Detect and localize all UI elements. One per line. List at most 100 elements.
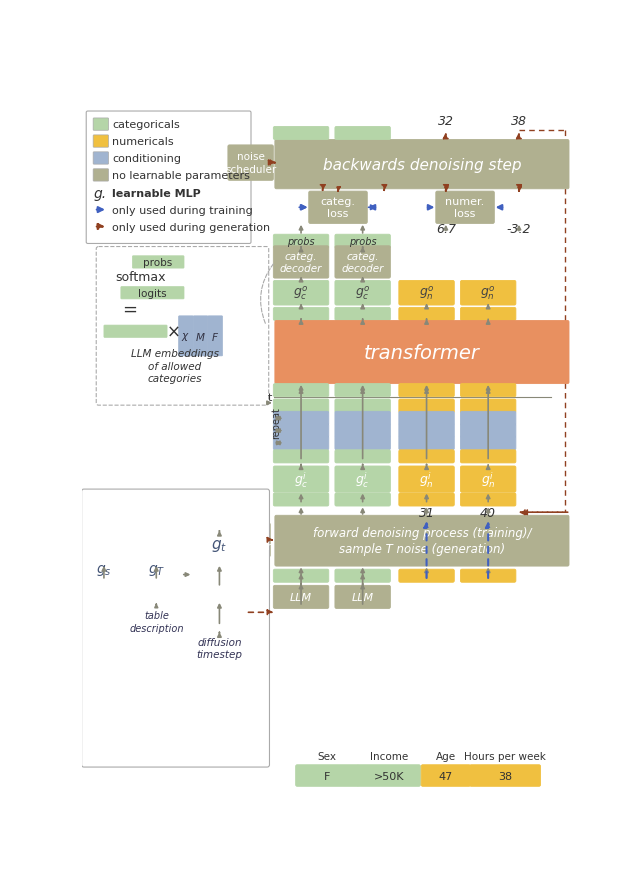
Text: 38: 38 (511, 114, 527, 128)
FancyBboxPatch shape (121, 287, 184, 299)
FancyBboxPatch shape (335, 400, 390, 413)
FancyBboxPatch shape (296, 765, 359, 787)
FancyBboxPatch shape (308, 192, 367, 224)
FancyBboxPatch shape (399, 451, 454, 463)
FancyBboxPatch shape (399, 400, 454, 413)
Text: 47: 47 (438, 771, 453, 780)
Text: $M$: $M$ (195, 331, 205, 342)
Text: $\chi$: $\chi$ (181, 331, 190, 342)
FancyBboxPatch shape (93, 119, 109, 131)
FancyBboxPatch shape (192, 561, 247, 589)
FancyBboxPatch shape (104, 325, 167, 338)
FancyBboxPatch shape (460, 451, 516, 463)
Text: >50K: >50K (374, 771, 404, 780)
Text: $g_n^o$: $g_n^o$ (419, 284, 435, 302)
Text: only used during training: only used during training (113, 206, 253, 215)
FancyBboxPatch shape (335, 235, 390, 249)
Text: F: F (324, 771, 330, 780)
FancyBboxPatch shape (335, 569, 390, 583)
Text: numericals: numericals (113, 137, 174, 147)
FancyBboxPatch shape (357, 765, 420, 787)
FancyBboxPatch shape (93, 136, 109, 148)
Text: Age: Age (436, 751, 456, 761)
FancyBboxPatch shape (460, 569, 516, 583)
FancyBboxPatch shape (460, 493, 516, 507)
Text: LLM: LLM (146, 590, 168, 600)
FancyBboxPatch shape (208, 316, 223, 357)
FancyBboxPatch shape (275, 321, 569, 384)
FancyBboxPatch shape (460, 436, 516, 451)
Text: 38: 38 (498, 771, 512, 780)
FancyBboxPatch shape (273, 493, 329, 507)
Text: Hours per week: Hours per week (464, 751, 546, 761)
Text: only used during generation: only used during generation (113, 223, 271, 232)
FancyBboxPatch shape (335, 586, 390, 609)
Text: logits: logits (138, 289, 167, 299)
FancyBboxPatch shape (273, 424, 329, 438)
FancyBboxPatch shape (460, 400, 516, 413)
Text: forward denoising process (training)/
sample T noise (generation): forward denoising process (training)/ sa… (313, 527, 531, 555)
FancyBboxPatch shape (273, 451, 329, 463)
FancyBboxPatch shape (192, 634, 247, 662)
Text: noise
scheduler: noise scheduler (194, 602, 245, 624)
FancyBboxPatch shape (132, 257, 184, 269)
FancyBboxPatch shape (460, 424, 516, 438)
FancyBboxPatch shape (275, 516, 569, 567)
Text: categ.
decoder: categ. decoder (342, 251, 384, 274)
Text: $g_s$: $g_s$ (96, 563, 112, 578)
FancyBboxPatch shape (193, 316, 208, 357)
Text: $g_c^o$: $g_c^o$ (355, 284, 371, 302)
FancyBboxPatch shape (82, 490, 269, 767)
Text: probs: probs (287, 237, 315, 247)
Text: $g_n^i$: $g_n^i$ (481, 470, 495, 489)
FancyBboxPatch shape (399, 493, 454, 507)
Text: -3.2: -3.2 (507, 223, 531, 235)
FancyBboxPatch shape (228, 146, 273, 181)
FancyBboxPatch shape (273, 412, 329, 426)
Text: table
description: table description (129, 611, 184, 633)
FancyBboxPatch shape (399, 569, 454, 583)
FancyBboxPatch shape (460, 384, 516, 397)
FancyBboxPatch shape (93, 153, 109, 165)
FancyBboxPatch shape (335, 308, 390, 321)
FancyBboxPatch shape (335, 467, 390, 493)
FancyBboxPatch shape (134, 609, 179, 635)
FancyBboxPatch shape (399, 412, 454, 426)
Text: LLM: LLM (351, 592, 374, 603)
FancyBboxPatch shape (399, 308, 454, 321)
FancyBboxPatch shape (335, 436, 390, 451)
FancyBboxPatch shape (335, 412, 390, 426)
Text: categoricals: categoricals (113, 120, 180, 130)
Text: probs: probs (349, 237, 376, 247)
Text: 31: 31 (419, 506, 435, 519)
FancyBboxPatch shape (179, 316, 193, 357)
Text: LLM: LLM (93, 590, 115, 600)
Text: categ.
decoder: categ. decoder (280, 251, 322, 274)
FancyBboxPatch shape (335, 493, 390, 507)
Text: ×: × (167, 323, 181, 341)
FancyBboxPatch shape (460, 467, 516, 493)
FancyBboxPatch shape (200, 520, 241, 533)
Text: $g_T$: $g_T$ (148, 563, 165, 578)
Text: 32: 32 (438, 114, 454, 128)
FancyBboxPatch shape (273, 467, 329, 493)
FancyBboxPatch shape (273, 400, 329, 413)
Text: LLM: LLM (290, 592, 312, 603)
FancyBboxPatch shape (335, 247, 390, 279)
FancyBboxPatch shape (399, 424, 454, 438)
Text: $g_c^i$: $g_c^i$ (294, 470, 308, 489)
Text: LLM embeddings
of allowed
categories: LLM embeddings of allowed categories (131, 349, 219, 384)
Text: no learnable parameters: no learnable parameters (113, 171, 250, 181)
FancyBboxPatch shape (273, 384, 329, 397)
Text: 40: 40 (480, 506, 496, 519)
FancyBboxPatch shape (86, 112, 251, 244)
FancyBboxPatch shape (192, 597, 247, 628)
Text: =: = (122, 300, 137, 318)
FancyBboxPatch shape (96, 248, 269, 406)
FancyBboxPatch shape (399, 384, 454, 397)
Text: Income: Income (370, 751, 408, 761)
Text: diffusion
timestep: diffusion timestep (196, 637, 243, 659)
Text: noise
scheduler: noise scheduler (225, 152, 276, 174)
Text: Fourier
encoding: Fourier encoding (195, 564, 243, 586)
Text: $g_t$: $g_t$ (211, 537, 228, 553)
